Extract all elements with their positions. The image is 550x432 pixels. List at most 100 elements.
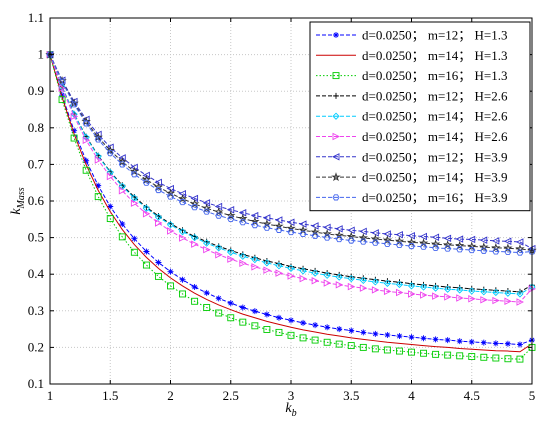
- data-point: [58, 84, 67, 93]
- data-point: [432, 350, 440, 358]
- data-point: [408, 290, 416, 298]
- data-point: [251, 222, 259, 229]
- data-point: [396, 288, 404, 297]
- data-point: [335, 281, 344, 289]
- data-point: [106, 150, 114, 157]
- data-point: [70, 101, 78, 108]
- data-point: [239, 251, 246, 258]
- y-tick-label: 1: [38, 47, 45, 62]
- data-point: [191, 204, 199, 211]
- data-point: [384, 331, 391, 338]
- data-point: [444, 293, 452, 301]
- data-point: [395, 230, 403, 239]
- data-point: [154, 213, 163, 221]
- legend-marker: [333, 32, 339, 38]
- data-point: [179, 290, 187, 298]
- data-point: [227, 248, 235, 256]
- data-point: [227, 255, 235, 263]
- data-point: [287, 229, 295, 236]
- data-point: [239, 304, 246, 311]
- data-point: [480, 353, 488, 361]
- data-point: [118, 187, 127, 195]
- data-point: [456, 294, 464, 302]
- data-point: [95, 182, 102, 189]
- data-point: [288, 317, 294, 324]
- data-point: [263, 259, 271, 267]
- data-point: [179, 234, 187, 242]
- legend-label: d=0.0250； m=14； H=2.6: [362, 109, 508, 125]
- data-point: [407, 232, 415, 240]
- legend-marker: [332, 194, 340, 201]
- data-point: [335, 236, 343, 243]
- data-point: [456, 338, 463, 345]
- data-point: [504, 340, 511, 347]
- data-point: [396, 333, 403, 340]
- data-point: [94, 156, 103, 164]
- y-tick-label: 0.6: [28, 193, 45, 208]
- data-point: [359, 227, 367, 236]
- data-point: [131, 235, 138, 242]
- data-point: [371, 345, 379, 353]
- y-tick-label: 0.3: [28, 303, 44, 318]
- y-axis-label: kMass: [9, 187, 27, 214]
- data-point: [300, 319, 307, 326]
- data-point: [227, 300, 234, 307]
- data-point: [226, 210, 236, 220]
- data-point: [311, 277, 320, 285]
- data-point: [179, 199, 187, 206]
- data-point: [504, 355, 512, 363]
- data-point: [81, 116, 91, 126]
- data-point: [347, 237, 355, 244]
- series-line: [49, 54, 533, 251]
- data-point: [492, 354, 500, 362]
- data-point: [239, 219, 247, 226]
- data-point: [516, 298, 524, 306]
- legend-label: d=0.0250； m=12； H=3.9: [362, 149, 508, 165]
- data-point: [251, 263, 259, 271]
- data-point: [492, 288, 500, 297]
- data-point: [287, 331, 295, 339]
- x-tick-label: 2.5: [223, 388, 239, 403]
- data-point: [215, 244, 223, 252]
- legend-marker: [332, 112, 340, 120]
- data-point: [117, 156, 127, 166]
- data-point: [419, 232, 427, 241]
- data-point: [167, 268, 174, 275]
- x-tick-label: 5: [529, 388, 536, 403]
- data-point: [94, 193, 102, 201]
- x-tick-label: 3: [288, 388, 295, 403]
- legend: d=0.0250； m=12； H=1.3 d=0.0250； m=14； H=1…: [309, 21, 531, 212]
- data-point: [455, 235, 464, 243]
- data-point: [191, 297, 199, 305]
- data-point: [275, 226, 283, 233]
- data-point: [105, 145, 115, 155]
- data-point: [227, 314, 235, 322]
- data-point: [142, 204, 151, 212]
- data-point: [275, 262, 283, 270]
- data-point: [348, 327, 355, 334]
- data-point: [408, 348, 415, 356]
- data-point: [203, 304, 211, 311]
- series-line: [49, 54, 533, 353]
- data-point: [468, 338, 475, 345]
- data-point: [83, 157, 90, 164]
- series-9: [46, 51, 536, 256]
- data-point: [239, 252, 247, 260]
- data-point: [408, 334, 415, 341]
- data-point: [107, 203, 114, 210]
- data-point: [432, 244, 440, 251]
- data-point: [420, 291, 428, 299]
- data-point: [82, 120, 90, 127]
- data-point: [335, 273, 343, 281]
- data-point: [444, 351, 452, 359]
- data-point: [492, 340, 499, 347]
- data-point: [70, 112, 79, 121]
- data-point: [347, 342, 355, 350]
- data-point: [444, 245, 452, 252]
- data-point: [504, 248, 512, 255]
- data-point: [395, 280, 404, 289]
- data-point: [311, 336, 319, 344]
- data-point: [359, 284, 368, 292]
- data-point: [299, 334, 307, 342]
- data-point: [371, 239, 379, 246]
